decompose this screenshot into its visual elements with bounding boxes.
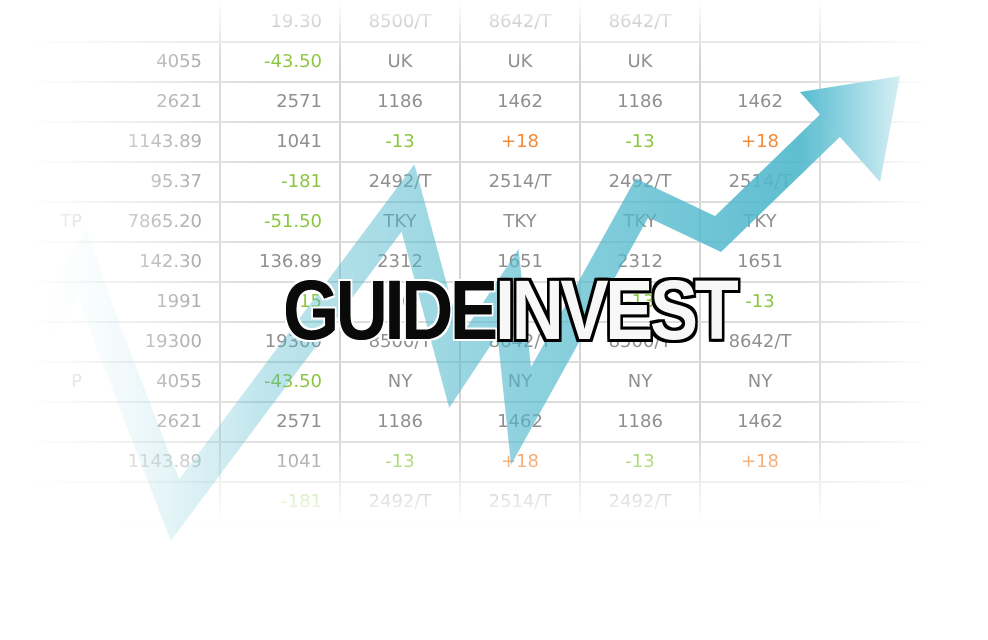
table-row-divider [0,401,988,403]
logo-text-invest: INVEST [495,263,739,357]
table-cell: 1186 [617,91,663,112]
table-cell: NY [627,371,653,392]
table-cell: 1041 [276,131,322,152]
table-cell: 1186 [377,411,423,432]
table-cell: 1186 [617,411,663,432]
table-row-divider [0,241,988,243]
table-row-divider [0,201,988,203]
table-row-divider [0,361,988,363]
table-column-divider [699,0,701,530]
table-cell: 1462 [497,91,543,112]
table-cell: +6 [386,291,414,312]
table-cell: 2514/T [488,171,552,192]
table-cell: 136.89 [259,251,322,272]
table-row-divider [0,161,988,163]
table-cell: 2571 [276,411,322,432]
table-cell: +18 [501,131,539,152]
table-cell: 1651 [737,251,783,272]
table-cell: 2312 [617,251,663,272]
table-cell: TKY [503,211,537,232]
table-cell: -51.50 [263,211,322,232]
table-cell: NY [747,371,773,392]
table-column-divider [459,0,461,530]
table-cell: +18 [741,131,779,152]
table-cell: -13 [745,291,775,312]
logo: GUIDE INVEST [283,262,753,358]
fade-overlay-right [800,0,988,640]
table-cell: -13 [385,131,415,152]
table-row-divider [0,121,988,123]
table-cell: -13 [625,291,655,312]
table-column-divider [579,0,581,530]
table-cell: 8500/T [368,331,432,352]
table-row-divider [0,81,988,83]
table-cell: 1186 [377,91,423,112]
logo-text-guide: GUIDE [283,263,498,357]
table-cell: 8500/T [608,331,672,352]
table-cell: -13 [625,131,655,152]
fade-overlay-left [0,0,260,640]
table-cell: 2571 [276,91,322,112]
table-cell: 1462 [737,91,783,112]
table-cell: 1462 [737,411,783,432]
table-cell: -181 [281,171,322,192]
table-cell: NY [387,371,413,392]
table-row-divider [0,281,988,283]
table-cell: 8642/T [728,331,792,352]
